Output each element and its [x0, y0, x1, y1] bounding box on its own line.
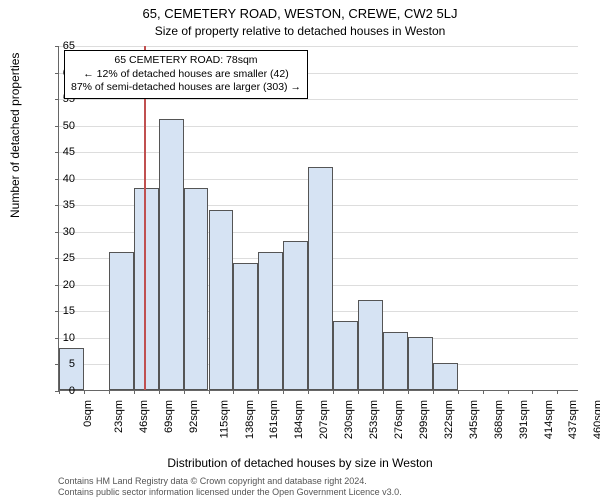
y-axis-label: Number of detached properties	[8, 53, 22, 218]
x-tick-label: 138sqm	[244, 400, 256, 439]
histogram-bar	[408, 337, 433, 390]
x-tick-label: 460sqm	[592, 400, 600, 439]
x-tick-label: 276sqm	[393, 400, 405, 439]
y-tick-label: 5	[45, 358, 75, 370]
x-tick-label: 299sqm	[418, 400, 430, 439]
chart-title-sub: Size of property relative to detached ho…	[0, 24, 600, 38]
histogram-bar	[109, 252, 134, 390]
x-tick-label: 23sqm	[113, 400, 125, 433]
grid-line	[59, 99, 578, 100]
y-tick-label: 20	[45, 279, 75, 291]
x-tick-label: 207sqm	[318, 400, 330, 439]
x-tick-label: 161sqm	[269, 400, 281, 439]
y-tick-label: 50	[45, 120, 75, 132]
footer-line-1: Contains HM Land Registry data © Crown c…	[58, 476, 402, 487]
grid-line	[59, 46, 578, 47]
grid-line	[59, 126, 578, 127]
annotation-line-3: 87% of semi-detached houses are larger (…	[71, 81, 301, 95]
y-tick-label: 15	[45, 305, 75, 317]
histogram-bar	[383, 332, 408, 390]
x-tick-label: 391sqm	[518, 400, 530, 439]
grid-line	[59, 152, 578, 153]
chart-title-main: 65, CEMETERY ROAD, WESTON, CREWE, CW2 5L…	[0, 6, 600, 21]
histogram-bar	[333, 321, 358, 390]
annotation-line-1: 65 CEMETERY ROAD: 78sqm	[71, 54, 301, 68]
x-tick-label: 253sqm	[368, 400, 380, 439]
y-tick-label: 40	[45, 173, 75, 185]
x-tick-label: 184sqm	[293, 400, 305, 439]
x-axis-label: Distribution of detached houses by size …	[0, 456, 600, 470]
y-tick-label: 25	[45, 252, 75, 264]
annotation-box: 65 CEMETERY ROAD: 78sqm ← 12% of detache…	[64, 50, 308, 99]
x-tick-label: 368sqm	[493, 400, 505, 439]
x-tick-label: 230sqm	[343, 400, 355, 439]
y-tick-label: 45	[45, 146, 75, 158]
x-tick-label: 115sqm	[218, 400, 230, 438]
y-tick-label: 0	[45, 385, 75, 397]
x-tick-label: 345sqm	[468, 400, 480, 439]
histogram-bar	[134, 188, 159, 390]
x-tick-label: 0sqm	[82, 400, 94, 427]
histogram-bar	[258, 252, 283, 390]
y-tick-label: 35	[45, 199, 75, 211]
footer-line-2: Contains public sector information licen…	[58, 487, 402, 498]
x-tick-label: 46sqm	[138, 400, 150, 433]
histogram-bar	[233, 263, 258, 390]
x-tick-label: 69sqm	[163, 400, 175, 433]
x-tick-label: 437sqm	[568, 400, 580, 439]
histogram-bar	[159, 119, 184, 390]
histogram-bar	[433, 363, 458, 390]
y-tick-label: 10	[45, 332, 75, 344]
histogram-bar	[308, 167, 333, 390]
x-tick-label: 414sqm	[543, 400, 555, 439]
histogram-bar	[184, 188, 209, 390]
histogram-bar	[283, 241, 308, 390]
histogram-bar	[209, 210, 234, 390]
footer-attribution: Contains HM Land Registry data © Crown c…	[58, 476, 402, 498]
histogram-bar	[358, 300, 383, 390]
x-tick-label: 322sqm	[443, 400, 455, 439]
y-tick-label: 30	[45, 226, 75, 238]
annotation-line-2: ← 12% of detached houses are smaller (42…	[71, 68, 301, 82]
property-size-histogram: 65, CEMETERY ROAD, WESTON, CREWE, CW2 5L…	[0, 0, 600, 500]
x-tick-label: 92sqm	[188, 400, 200, 433]
